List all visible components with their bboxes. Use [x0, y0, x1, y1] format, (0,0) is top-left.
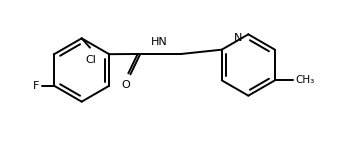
Text: CH₃: CH₃	[295, 75, 314, 85]
Text: HN: HN	[151, 37, 168, 47]
Text: O: O	[121, 80, 130, 90]
Text: N: N	[234, 33, 242, 43]
Text: Cl: Cl	[85, 55, 96, 65]
Text: F: F	[33, 81, 39, 91]
